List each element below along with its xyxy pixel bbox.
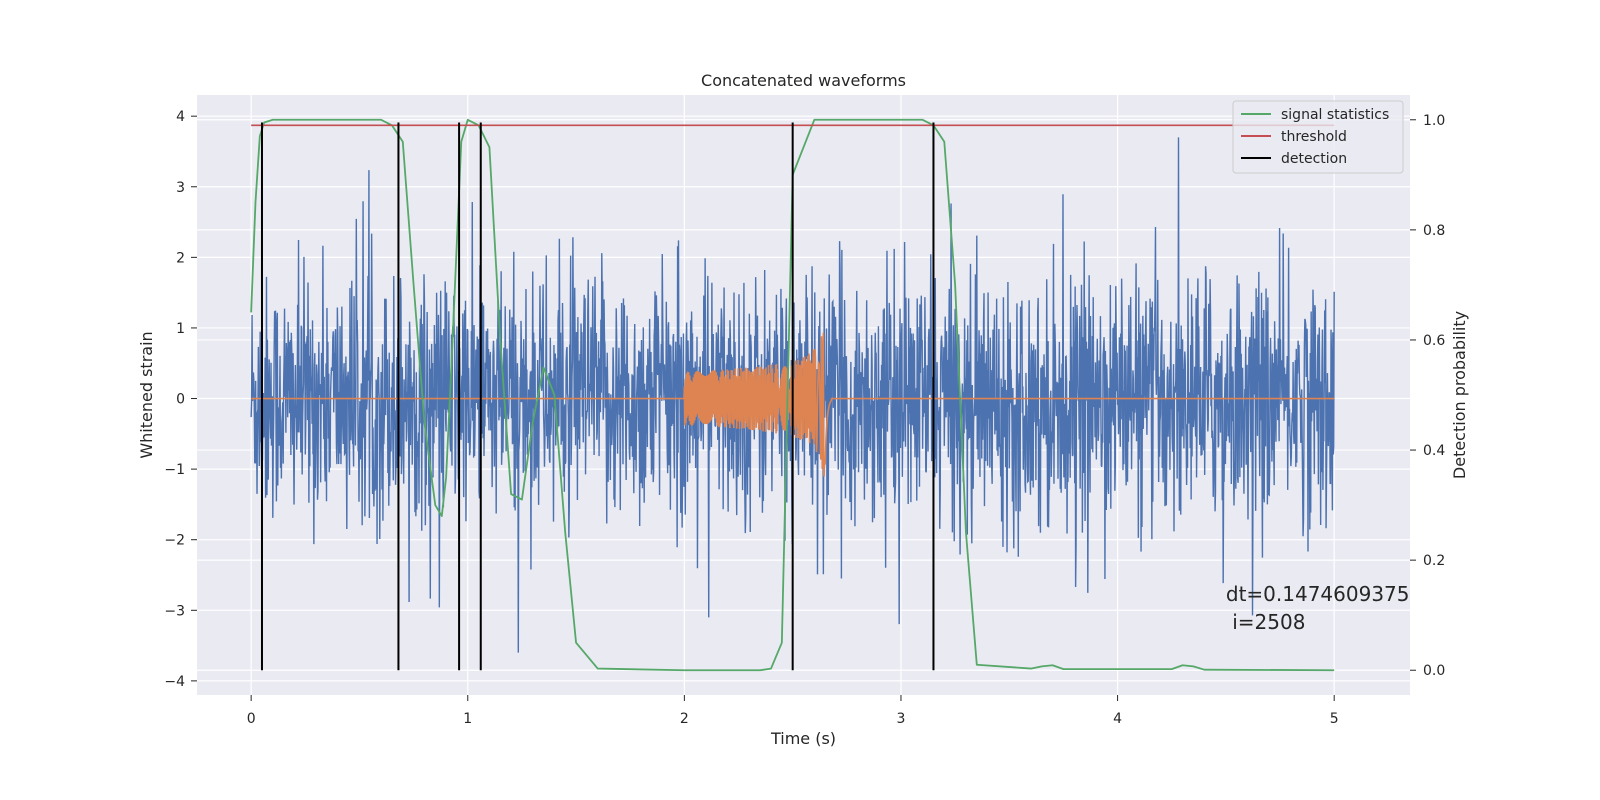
y-tick-label: 2 [176,250,185,266]
y-tick-label: 1 [176,321,185,337]
y-tick-label: −2 [164,533,185,549]
x-axis-label: Time (s) [770,729,836,748]
right-y-tick-label: 0.0 [1423,663,1445,679]
right-y-tick-label: 0.4 [1423,443,1445,459]
right-y-tick-label: 0.6 [1423,333,1445,349]
signal-statistics-line [250,118,1335,672]
legend-entry-signal-statistics: signal statistics [1281,107,1389,123]
x-tick-label: 5 [1330,711,1339,727]
x-tick-label: 2 [680,711,689,727]
right-y-axis-ticks: 0.0 0.2 0.4 0.6 0.8 1.0 [1410,113,1445,679]
annotation-index: i=2508 [1226,610,1306,634]
legend: signal statistics threshold detection [1232,100,1404,174]
x-tick-label: 1 [463,711,472,727]
x-tick-label: 4 [1113,711,1122,727]
x-tick-label: 3 [897,711,906,727]
y-tick-label: 4 [176,109,185,125]
legend-entry-detection: detection [1281,151,1347,167]
y-axis-ticks: −4 −3 −2 −1 0 1 2 3 4 [164,109,197,690]
right-y-axis-label: Detection probability [1450,311,1469,479]
right-y-tick-label: 0.8 [1423,223,1445,239]
legend-entry-threshold: threshold [1281,129,1347,145]
chart-title: Concatenated waveforms [701,71,906,90]
legend-box [1232,100,1404,174]
right-y-tick-label: 1.0 [1423,113,1445,129]
y-axis-label: Whitened strain [137,331,156,458]
y-tick-label: 3 [176,180,185,196]
x-axis-ticks: 0 1 2 3 4 5 [247,695,1339,727]
annotation-dt: dt=0.1474609375 [1226,582,1410,606]
y-tick-label: 0 [176,392,185,408]
x-tick-label: 0 [247,711,256,727]
y-tick-label: −3 [164,603,185,619]
y-tick-label: −1 [164,462,185,478]
y-tick-label: −4 [164,674,185,690]
plot-content [250,118,1335,672]
right-y-tick-label: 0.2 [1423,553,1445,569]
